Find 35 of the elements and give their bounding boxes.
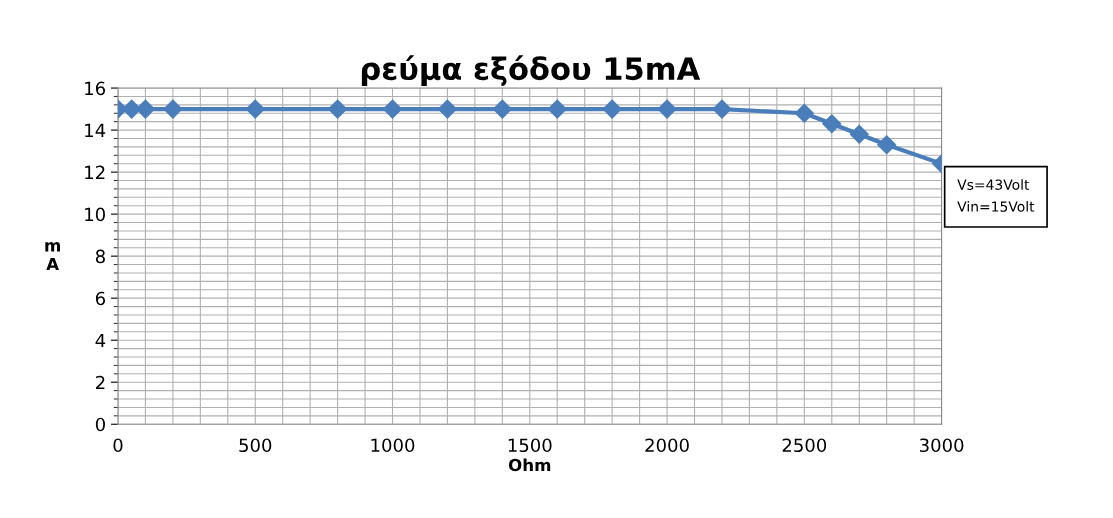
y-axis-title: m A (45, 242, 61, 271)
point (822, 114, 842, 134)
point (382, 99, 403, 119)
point (437, 99, 457, 119)
y-tick-label: 10 (85, 207, 105, 222)
x-tick-label: 0 (113, 438, 123, 453)
point (602, 99, 622, 119)
y-tick-label: 2 (96, 375, 105, 390)
y-tick-label: 0 (95, 417, 105, 432)
point (492, 99, 512, 119)
y-tick-label: 14 (85, 123, 106, 137)
point (657, 99, 677, 119)
point (328, 99, 348, 119)
y-tick-label: 8 (95, 249, 105, 264)
point (877, 135, 897, 155)
y-tick-label: 16 (85, 81, 106, 96)
y-tick-label: 6 (95, 291, 106, 306)
text: Vs=43Volt Vin=15Volt (957, 179, 1035, 212)
x-tick-label: 3000 (920, 438, 964, 453)
x-tick-label: 2000 (645, 438, 689, 453)
x-axis-title: Ohm (508, 458, 551, 472)
point (163, 99, 183, 119)
chart-title: ρεύμα εξόδου 15mA (361, 55, 701, 87)
x-tick-label: 500 (239, 438, 272, 453)
point (849, 124, 869, 144)
point (712, 99, 732, 119)
x-tick-label: 1500 (508, 438, 552, 453)
x-tick-label: 2500 (782, 438, 827, 453)
y-tick-label: 12 (85, 165, 105, 179)
point (245, 99, 265, 119)
point (135, 99, 155, 119)
point (794, 103, 814, 123)
point (547, 99, 567, 119)
x-tick-label: 1000 (371, 438, 415, 453)
y-tick-label: 4 (95, 333, 106, 348)
